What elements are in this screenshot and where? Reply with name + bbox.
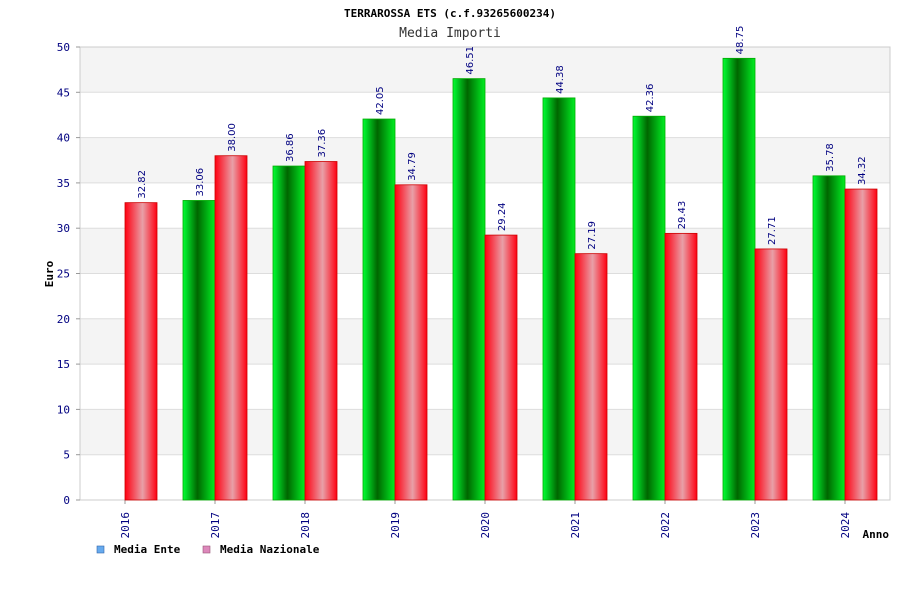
data-label: 27.19 — [587, 221, 598, 250]
bar-media-ente — [452, 78, 486, 501]
y-tick-label: 50 — [57, 41, 70, 54]
data-label: 44.38 — [555, 65, 566, 94]
legend-label-media-ente: Media Ente — [114, 543, 181, 556]
y-tick-label: 25 — [57, 268, 70, 281]
y-axis-ticks: 0 5 10 15 20 25 30 35 40 45 50 — [57, 41, 80, 507]
y-tick-label: 40 — [57, 132, 70, 145]
bar-media-ente — [272, 165, 306, 501]
bar-media-nazionale — [574, 253, 608, 501]
bar-media-ente — [722, 57, 756, 501]
x-tick-label: 2017 — [209, 512, 222, 539]
bar-media-ente — [182, 200, 216, 501]
data-label: 32.82 — [137, 170, 148, 199]
bar-media-nazionale — [664, 232, 698, 501]
bar-media-ente — [632, 115, 666, 501]
data-label: 46.51 — [465, 46, 476, 75]
y-tick-label: 0 — [63, 494, 70, 507]
y-tick-label: 45 — [57, 86, 70, 99]
bar-media-ente — [362, 118, 396, 501]
bar-media-nazionale — [844, 188, 878, 501]
data-label: 29.24 — [497, 202, 508, 231]
y-tick-label: 20 — [57, 313, 70, 326]
x-tick-label: 2016 — [119, 512, 132, 539]
data-label: 42.36 — [645, 84, 656, 113]
x-tick-label: 2023 — [749, 512, 762, 539]
y-tick-label: 5 — [63, 449, 70, 462]
y-tick-label: 35 — [57, 177, 70, 190]
bar-media-nazionale — [124, 202, 158, 501]
x-tick-label: 2021 — [569, 512, 582, 539]
bar-media-nazionale — [754, 248, 788, 501]
bar-media-ente — [812, 175, 846, 501]
x-tick-label: 2020 — [479, 512, 492, 539]
data-label: 34.79 — [407, 152, 418, 181]
data-label: 42.05 — [375, 86, 386, 115]
x-axis-ticks: 2016 2017 2018 2019 2020 2021 2022 2023 2024 — [119, 500, 852, 539]
x-tick-label: 2019 — [389, 512, 402, 539]
legend-label-media-nazionale: Media Nazionale — [220, 543, 320, 556]
legend-swatch-media-nazionale — [202, 545, 211, 554]
y-tick-label: 10 — [57, 403, 70, 416]
data-label: 33.06 — [195, 168, 206, 197]
bar-media-nazionale — [304, 161, 338, 501]
data-label: 48.75 — [735, 26, 746, 55]
data-label: 34.32 — [857, 156, 868, 185]
bar-media-ente — [542, 97, 576, 501]
data-label: 27.71 — [767, 216, 778, 245]
data-label: 38.00 — [227, 123, 238, 152]
data-label: 29.43 — [677, 201, 688, 230]
x-tick-label: 2018 — [299, 512, 312, 539]
legend-swatch-media-ente — [96, 545, 105, 554]
x-axis-label: Anno — [863, 528, 890, 541]
y-axis-label: Euro — [43, 260, 56, 287]
data-label: 37.36 — [317, 129, 328, 158]
chart-subtitle: Media Importi — [399, 26, 501, 41]
data-label: 35.78 — [825, 143, 836, 172]
x-tick-label: 2022 — [659, 512, 672, 539]
data-labels: 33.06 36.86 42.05 46.51 44.38 42.36 48.75 35.78… — [137, 26, 868, 250]
chart-title: TERRAROSSA ETS (c.f.93265600234) — [344, 7, 556, 20]
y-tick-label: 15 — [57, 358, 70, 371]
x-tick-label: 2024 — [839, 512, 852, 539]
legend: Media Ente Media Nazionale — [96, 543, 320, 556]
y-tick-label: 30 — [57, 222, 70, 235]
bar-media-nazionale — [394, 184, 428, 501]
bars — [124, 57, 878, 501]
bar-media-nazionale — [214, 155, 248, 501]
bar-media-nazionale — [484, 234, 518, 501]
data-label: 36.86 — [285, 133, 296, 162]
